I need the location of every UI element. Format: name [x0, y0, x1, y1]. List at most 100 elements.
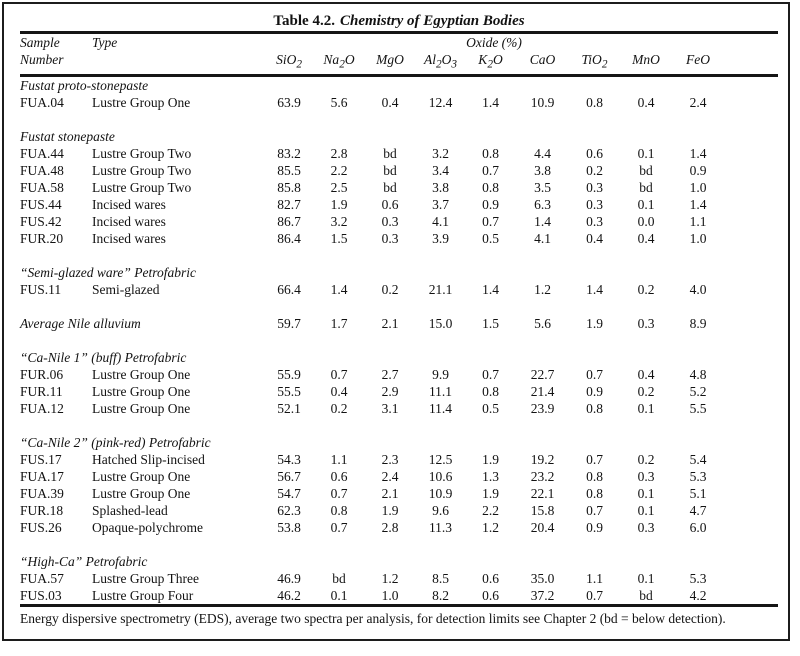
value-cell: 1.0 — [689, 179, 707, 195]
value-cell: 0.6 — [381, 196, 399, 212]
type-cell: Incised wares — [92, 230, 166, 246]
row-spacer-cell — [724, 451, 778, 468]
type-cell: Incised wares — [92, 196, 166, 212]
section-title: Average Nile alluvium — [20, 315, 141, 331]
row-spacer-cell — [724, 281, 778, 298]
value-cell: 0.5 — [482, 230, 499, 246]
row-spacer-cell — [724, 230, 778, 247]
row-spacer-cell — [724, 468, 778, 485]
value-cell: 62.3 — [277, 502, 301, 518]
value-cell: 0.0 — [637, 213, 655, 229]
row-spacer-cell — [724, 366, 778, 383]
type-cell: Lustre Group Three — [92, 570, 199, 586]
sample-cell: FUS.42 — [20, 213, 62, 229]
value-cell: 2.8 — [381, 519, 399, 535]
value-cell: 4.7 — [689, 502, 707, 518]
value-cell: 0.8 — [482, 145, 499, 161]
value-cell: 55.9 — [277, 366, 301, 382]
table-row: FUS.44 Incised wares 82.7 1.9 0.6 3.7 0.9 6.3 0.… — [20, 196, 778, 213]
value-cell: 5.6 — [534, 315, 551, 331]
value-cell: 21.1 — [428, 281, 453, 297]
type-cell: Lustre Group One — [92, 485, 191, 501]
chemistry-table: Sample Type Oxide (%) Number SiO2 Na2O MgO… — [20, 34, 779, 604]
row-spacer-cell — [724, 400, 778, 417]
value-cell: 35.0 — [530, 570, 555, 586]
value-cell: 2.2 — [330, 162, 348, 178]
value-cell: 3.1 — [381, 400, 399, 416]
row-spacer-cell — [724, 213, 778, 230]
value-cell: 0.4 — [586, 230, 603, 246]
spacer-row — [20, 298, 778, 315]
value-cell: 5.3 — [689, 468, 707, 484]
value-cell: 0.7 — [586, 587, 603, 603]
value-cell: 59.7 — [277, 315, 301, 331]
sample-cell: FUR.06 — [20, 366, 64, 382]
value-cell: 4.0 — [689, 281, 707, 297]
value-cell: 0.6 — [482, 570, 499, 586]
value-cell: 0.8 — [586, 485, 603, 501]
table-number: Table 4.2. — [273, 13, 335, 29]
value-cell: 3.8 — [534, 162, 551, 178]
column-header-sio2: SiO2 — [264, 51, 314, 77]
section-header-row: Fustat proto-stonepaste — [20, 75, 778, 94]
value-cell: 0.8 — [586, 400, 603, 416]
header-row-1: Sample Type Oxide (%) — [20, 34, 778, 51]
value-cell: 0.8 — [586, 94, 603, 110]
row-spacer-cell — [724, 383, 778, 400]
value-cell: 4.2 — [689, 587, 707, 603]
value-cell: 8.5 — [432, 570, 449, 586]
column-header-sample: Sample — [20, 35, 60, 50]
value-cell: 22.7 — [530, 366, 555, 382]
value-cell: 3.9 — [432, 230, 449, 246]
value-cell: 0.3 — [586, 213, 603, 229]
type-cell: Hatched Slip-incised — [92, 451, 205, 467]
header-spacer-cell — [724, 51, 779, 77]
empty-header-cell — [92, 51, 264, 77]
value-cell: 0.7 — [482, 162, 499, 178]
value-cell: 0.1 — [637, 400, 655, 416]
value-cell: 11.1 — [428, 383, 453, 399]
value-cell: 0.3 — [381, 230, 399, 246]
type-cell: Lustre Group One — [92, 94, 191, 110]
value-cell: 0.7 — [586, 366, 603, 382]
value-cell: 1.7 — [330, 315, 348, 331]
value-cell: 4.1 — [432, 213, 449, 229]
value-cell: 3.7 — [432, 196, 449, 212]
sample-cell: FUR.18 — [20, 502, 64, 518]
row-spacer-cell — [724, 570, 778, 587]
value-cell: 1.9 — [586, 315, 603, 331]
row-spacer-cell — [724, 196, 778, 213]
value-cell: 85.8 — [277, 179, 301, 195]
value-cell: 1.0 — [381, 587, 399, 603]
column-header-tio2: TiO2 — [569, 51, 620, 77]
table-title: Table 4.2. Chemistry of Egyptian Bodies — [20, 12, 778, 34]
column-header-feo: FeO — [672, 51, 725, 77]
value-cell: 2.5 — [330, 179, 348, 195]
row-spacer-cell — [724, 485, 778, 502]
value-cell: 0.1 — [330, 587, 348, 603]
value-cell: 0.8 — [482, 383, 499, 399]
value-cell: 1.9 — [381, 502, 399, 518]
value-cell: 86.4 — [277, 230, 301, 246]
value-cell: 46.9 — [277, 570, 301, 586]
value-cell: 2.8 — [330, 145, 348, 161]
table-name: Chemistry of Egyptian Bodies — [339, 13, 525, 29]
sample-cell: FUA.58 — [20, 179, 64, 195]
section-title: Fustat proto-stonepaste — [20, 77, 149, 93]
value-cell: 0.7 — [586, 502, 603, 518]
value-cell: 0.3 — [381, 213, 399, 229]
value-cell: 2.4 — [689, 94, 707, 110]
row-spacer-cell — [724, 587, 778, 604]
type-cell: Lustre Group Two — [92, 179, 192, 195]
table-page: Table 4.2. Chemistry of Egyptian Bodies S… — [20, 12, 779, 628]
section-header-row: “High-Ca” Petrofabric — [20, 553, 778, 570]
value-cell: 1.5 — [482, 315, 499, 331]
page-border-frame — [2, 2, 790, 641]
value-cell: 52.1 — [277, 400, 301, 416]
table-row: FUA.58 Lustre Group Two 85.8 2.5 bd 3.8 0.8 3.5… — [20, 179, 778, 196]
value-cell: 0.7 — [482, 366, 499, 382]
section-title: Fustat stonepaste — [20, 128, 115, 144]
table-row: FUR.18 Splashed-lead 62.3 0.8 1.9 9.6 2.2 15.8 0… — [20, 502, 778, 519]
header-row-2: Number SiO2 Na2O MgO Al2O3 K2O CaO TiO2 MnO FeO — [20, 51, 779, 77]
sample-cell: FUS.44 — [20, 196, 62, 212]
